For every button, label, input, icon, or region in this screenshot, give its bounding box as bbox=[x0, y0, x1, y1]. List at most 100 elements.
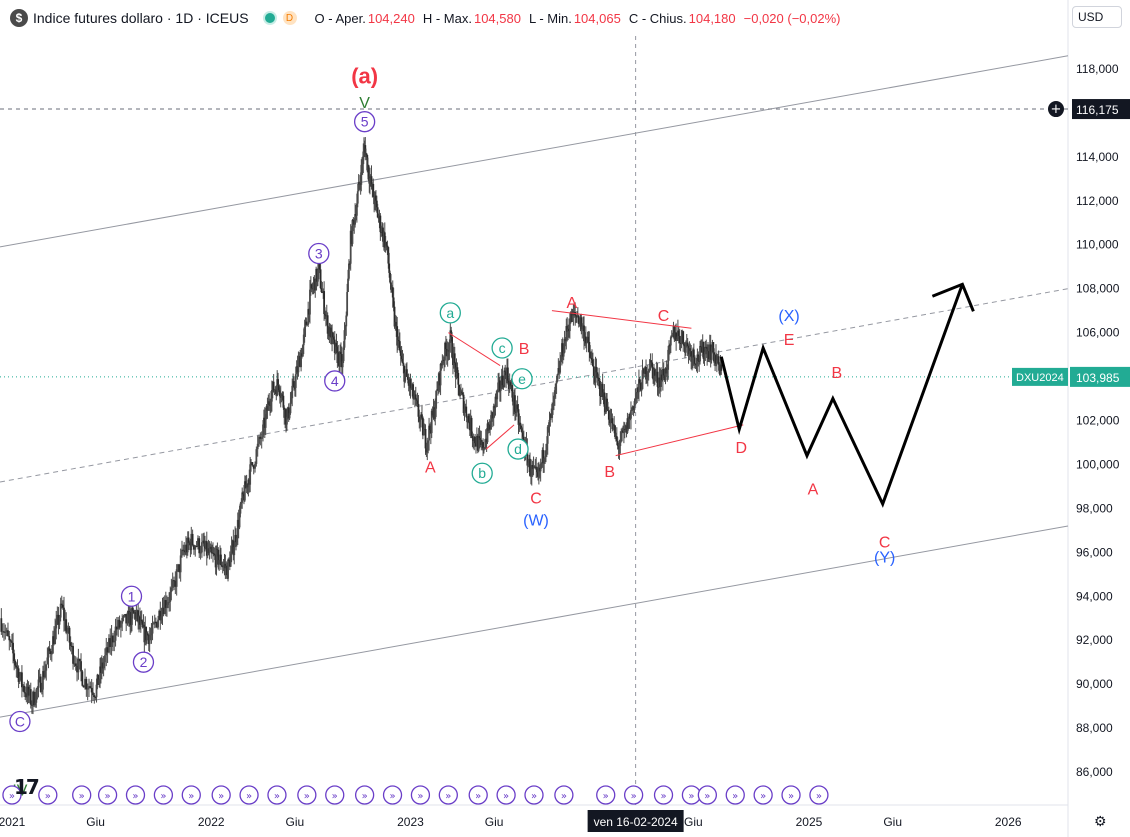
candle bbox=[332, 332, 334, 338]
wave-label: C bbox=[530, 490, 542, 507]
plot-area bbox=[0, 36, 1068, 805]
event-marker-icon bbox=[554, 785, 574, 805]
candle bbox=[9, 640, 12, 642]
candle bbox=[113, 640, 116, 643]
candle bbox=[148, 635, 151, 645]
wave-label: B bbox=[519, 341, 530, 358]
wave-label: (X) bbox=[778, 308, 799, 325]
event-marker-glyph: » bbox=[132, 791, 138, 802]
candle bbox=[84, 678, 86, 688]
candle bbox=[662, 369, 665, 376]
candle bbox=[386, 245, 389, 248]
candle bbox=[712, 342, 715, 353]
wave-label: C bbox=[879, 534, 891, 551]
candle bbox=[37, 679, 40, 688]
candle bbox=[252, 465, 255, 469]
event-marker-icon bbox=[725, 785, 745, 805]
candle bbox=[614, 425, 616, 437]
candle bbox=[361, 164, 364, 166]
candle bbox=[208, 548, 211, 554]
candle bbox=[419, 418, 422, 422]
candle bbox=[64, 619, 66, 621]
event-marker-icon bbox=[153, 785, 174, 805]
candle bbox=[331, 332, 333, 344]
candle bbox=[81, 671, 84, 686]
candle bbox=[640, 389, 643, 391]
candle bbox=[504, 370, 507, 372]
candle bbox=[393, 306, 396, 327]
wave-label: (Y) bbox=[874, 550, 895, 567]
candle bbox=[349, 230, 352, 264]
candle bbox=[684, 343, 687, 353]
y-tick-label: 110,000 bbox=[1076, 238, 1119, 252]
event-marker-glyph: » bbox=[631, 791, 637, 802]
event-marker-icon bbox=[2, 785, 22, 805]
wave-label: d bbox=[514, 441, 522, 457]
currency-selector[interactable]: USD bbox=[1072, 6, 1122, 28]
candle bbox=[448, 342, 451, 352]
candle bbox=[542, 450, 545, 464]
candle bbox=[536, 468, 538, 473]
candle bbox=[551, 404, 554, 418]
candle bbox=[474, 436, 477, 444]
candle bbox=[668, 345, 670, 350]
candle bbox=[532, 466, 535, 469]
candle bbox=[12, 642, 14, 654]
candle bbox=[638, 379, 641, 383]
candle bbox=[98, 679, 101, 685]
candle bbox=[33, 691, 35, 706]
candle bbox=[463, 408, 466, 414]
event-marker-icon bbox=[72, 785, 92, 805]
candle bbox=[509, 382, 512, 387]
candle bbox=[603, 392, 606, 407]
event-marker-icon bbox=[410, 785, 431, 805]
candle bbox=[80, 661, 82, 672]
x-tick-label: 2022 bbox=[198, 815, 225, 829]
candle bbox=[544, 456, 546, 459]
candle bbox=[591, 359, 594, 367]
candle bbox=[86, 688, 89, 690]
gear-icon[interactable]: ⚙ bbox=[1094, 813, 1107, 829]
candle bbox=[141, 621, 144, 628]
candle bbox=[547, 424, 550, 427]
delayed-data-badge[interactable]: D bbox=[282, 11, 297, 25]
candle bbox=[585, 340, 588, 344]
instrument-title[interactable]: Indice futures dollaro · 1D · ICEUS bbox=[33, 10, 249, 26]
candle bbox=[399, 350, 402, 356]
candle bbox=[641, 370, 644, 390]
candle bbox=[460, 391, 463, 393]
x-tick-label: Giu bbox=[684, 815, 703, 829]
candle bbox=[415, 399, 418, 401]
candle bbox=[146, 633, 148, 641]
event-marker-glyph: » bbox=[445, 791, 451, 802]
candle bbox=[599, 381, 601, 396]
candle bbox=[72, 646, 74, 664]
candle bbox=[450, 330, 453, 337]
candle bbox=[305, 321, 308, 325]
candle bbox=[277, 379, 279, 386]
candle bbox=[198, 538, 201, 554]
candle bbox=[568, 322, 571, 332]
candle bbox=[229, 553, 232, 567]
y-tick-label: 86,000 bbox=[1076, 765, 1113, 779]
tradingview-logo-icon[interactable]: 17 bbox=[14, 775, 40, 799]
event-marker-glyph: » bbox=[45, 791, 51, 802]
y-tick-label: 112,000 bbox=[1076, 194, 1119, 208]
wave-label: 3 bbox=[315, 246, 323, 262]
candle bbox=[290, 398, 293, 403]
event-marker-glyph: » bbox=[9, 791, 15, 802]
candle bbox=[471, 435, 474, 439]
candle bbox=[546, 426, 549, 444]
candle bbox=[462, 394, 465, 414]
candle bbox=[35, 689, 38, 703]
candle bbox=[22, 685, 24, 688]
candle bbox=[227, 559, 229, 579]
candle bbox=[77, 658, 80, 673]
candle bbox=[412, 384, 415, 399]
candle bbox=[446, 350, 449, 357]
candle bbox=[153, 621, 156, 624]
candle bbox=[362, 151, 365, 165]
candle bbox=[146, 633, 149, 636]
candle bbox=[410, 387, 413, 389]
